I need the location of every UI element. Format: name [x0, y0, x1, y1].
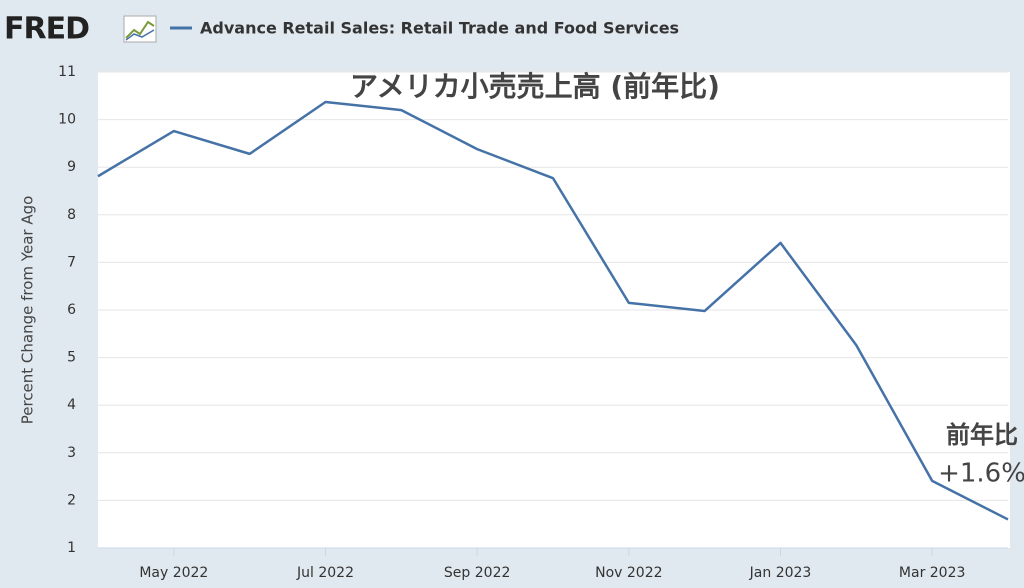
- y-tick-label: 3: [67, 445, 76, 461]
- logo-icon: [123, 15, 157, 43]
- logo: FRED: [4, 12, 89, 47]
- y-tick-label: 7: [67, 254, 76, 270]
- series-line: [97, 100, 1009, 521]
- y-tick-label: 6: [67, 302, 76, 318]
- x-tick-label: Nov 2022: [595, 565, 662, 581]
- y-tick-label: 9: [67, 159, 76, 175]
- y-tick-label: 1: [67, 540, 76, 556]
- x-tick-label: May 2022: [139, 565, 208, 581]
- y-tick-label: 4: [67, 397, 76, 413]
- y-tick-label: 2: [67, 492, 76, 508]
- legend-label: Advance Retail Sales: Retail Trade and F…: [200, 19, 679, 38]
- y-axis-label: Percent Change from Year Ago: [19, 196, 37, 425]
- annotation: 前年比: [946, 421, 1018, 449]
- annotation-title: アメリカ小売売上高 (前年比): [350, 70, 720, 103]
- y-tick-label: 8: [67, 207, 76, 223]
- x-tick-label: Jul 2022: [296, 565, 354, 581]
- y-tick-label: 11: [58, 64, 76, 80]
- x-tick-label: Sep 2022: [444, 565, 510, 581]
- y-tick-label: 10: [58, 112, 76, 128]
- annotation: +1.6%: [938, 459, 1024, 489]
- y-tick-label: 5: [67, 350, 76, 366]
- x-tick-label: Mar 2023: [899, 565, 966, 581]
- x-tick-label: Jan 2023: [749, 565, 812, 581]
